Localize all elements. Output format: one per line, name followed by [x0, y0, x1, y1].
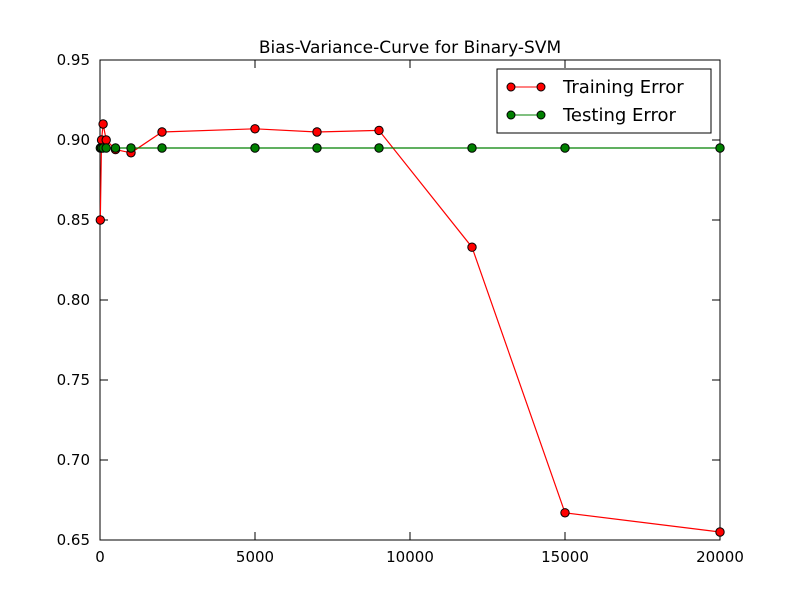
y-tick-label: 0.65 — [57, 531, 90, 549]
y-tick-label: 0.70 — [57, 451, 90, 469]
testing-error-point — [110, 143, 121, 153]
testing-error-point — [157, 143, 167, 153]
y-tick-label: 0.75 — [57, 371, 90, 389]
testing-error-point — [374, 143, 384, 153]
legend-training-marker-right — [536, 82, 546, 92]
training-error-point — [467, 242, 477, 252]
testing-error-point — [101, 143, 111, 153]
chart-title: Bias-Variance-Curve for Binary-SVM — [259, 38, 561, 58]
training-error-point — [101, 135, 111, 145]
y-tick-label: 0.90 — [57, 131, 90, 149]
y-axis: 0.65 0.70 0.75 0.80 0.85 0.90 0.95 — [57, 51, 720, 549]
legend-item-testing-error: Testing Error — [506, 105, 676, 126]
y-tick-label: 0.95 — [57, 51, 90, 69]
testing-error-point — [312, 143, 322, 153]
legend-item-training-error: Training Error — [506, 77, 684, 98]
training-error-point — [312, 127, 322, 137]
plot-area: 0 5000 10000 15000 20000 0.65 0.70 0.75 0.80 0.8… — [57, 51, 744, 566]
testing-error-point — [126, 143, 136, 153]
testing-error-point — [560, 143, 570, 153]
legend-testing-marker-left — [506, 110, 516, 120]
training-error-point — [560, 508, 570, 518]
x-tick-label: 5000 — [236, 548, 274, 566]
x-tick-label: 10000 — [386, 548, 434, 566]
legend-training-marker-left — [506, 82, 516, 92]
training-error-point — [715, 527, 725, 537]
training-error-point — [374, 125, 384, 136]
x-axis: 0 5000 10000 15000 20000 — [95, 60, 744, 566]
training-error-point — [157, 127, 167, 137]
legend: Training Error Testing Error — [496, 68, 712, 134]
y-tick-label: 0.85 — [57, 211, 90, 229]
testing-error-point — [467, 143, 477, 153]
series-layer — [95, 119, 725, 537]
legend-training-label: Training Error — [562, 77, 684, 98]
testing-error-series — [95, 143, 725, 153]
y-tick-label: 0.80 — [57, 291, 90, 309]
training-error-point — [95, 215, 106, 225]
testing-error-point — [715, 143, 725, 153]
training-error-point — [98, 119, 108, 129]
testing-error-point — [250, 143, 260, 153]
training-error-point — [250, 124, 260, 134]
x-tick-label: 20000 — [696, 548, 744, 566]
x-tick-label: 15000 — [541, 548, 589, 566]
legend-box — [496, 68, 712, 134]
x-tick-label: 0 — [95, 548, 105, 566]
legend-testing-label: Testing Error — [562, 105, 676, 126]
legend-testing-marker-right — [536, 110, 546, 120]
